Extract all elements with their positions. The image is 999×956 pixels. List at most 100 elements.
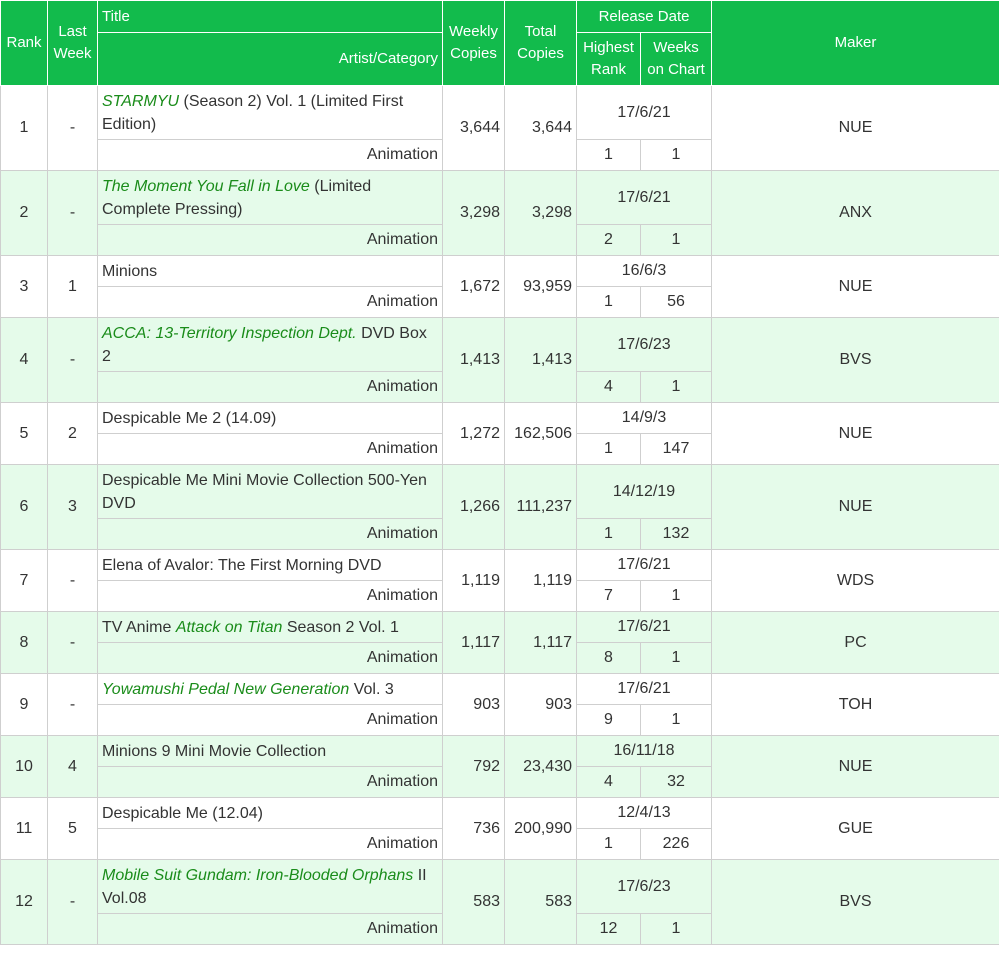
table-row: Animation 2 1 <box>1 224 999 256</box>
category-cell: Animation <box>97 828 443 860</box>
maker-cell: NUE <box>711 85 999 171</box>
release-date-cell: 14/12/19 <box>575 464 713 519</box>
release-date-cell: 17/6/21 <box>575 170 713 225</box>
weeks-cell: 1 <box>639 642 713 674</box>
last-week-cell: 5 <box>47 797 98 860</box>
last-week-cell: - <box>47 549 98 612</box>
weeks-cell: 1 <box>639 580 713 612</box>
highest-rank-cell: 8 <box>576 642 641 674</box>
table-row: 3 1 Minions 1,672 93,959 16/6/3 NUE <box>0 255 999 318</box>
total-cell: 1,117 <box>504 611 577 674</box>
release-date-cell: 16/6/3 <box>575 255 713 287</box>
title-part: Vol. 3 <box>349 680 394 698</box>
title-part: Despicable Me (12.04) <box>102 804 263 822</box>
rank-cell: 5 <box>0 402 48 465</box>
title-cell: TV Anime Attack on Titan Season 2 Vol. 1 <box>97 611 443 643</box>
weekly-cell: 1,413 <box>442 317 505 403</box>
highest-rank-cell: 9 <box>576 704 641 736</box>
weeks-cell: 147 <box>639 433 713 465</box>
category-cell: Animation <box>97 371 443 403</box>
title-part: Despicable Me 2 (14.09) <box>102 409 277 427</box>
rank-cell: 7 <box>0 549 48 612</box>
table-row: 8- TV Anime Attack on Titan Season 2 Vol.… <box>0 611 999 674</box>
category-cell: Animation <box>97 913 443 945</box>
release-date-cell: 16/11/18 <box>575 735 713 767</box>
highest-rank-cell: 1 <box>576 433 641 465</box>
release-date-cell: 17/6/21 <box>575 673 713 705</box>
maker-cell: WDS <box>711 549 999 612</box>
last-week-cell: - <box>47 85 98 171</box>
category-cell: Animation <box>97 224 443 256</box>
title-cell: The Moment You Fall in Love (Limited Com… <box>97 170 443 225</box>
release-date-cell: 17/6/23 <box>575 317 713 372</box>
release-date-cell: 12/4/13 <box>575 797 713 829</box>
last-week-cell: 2 <box>47 402 98 465</box>
maker-cell: NUE <box>711 464 999 550</box>
release-date-cell: 14/9/3 <box>575 402 713 434</box>
weeks-cell: 132 <box>639 518 713 550</box>
highest-rank-cell: 7 <box>576 580 641 612</box>
title-cell: Elena of Avalor: The First Morning DVD <box>97 549 443 581</box>
maker-cell: NUE <box>711 402 999 465</box>
table-row: 11 5 Despicable Me (12.04) 736 200,990 12/4/1… <box>0 797 999 860</box>
weekly-cell: 903 <box>442 673 505 736</box>
title-cell: ACCA: 13-Territory Inspection Dept. DVD … <box>97 317 443 372</box>
table-row: Animation 1 147 <box>1 433 999 465</box>
rank-cell: 11 <box>0 797 48 860</box>
weekly-cell: 792 <box>442 735 505 798</box>
last-week-cell: - <box>47 170 98 256</box>
last-week-cell: 4 <box>47 735 98 798</box>
weekly-cell: 1,117 <box>442 611 505 674</box>
rank-cell: 8 <box>0 611 48 674</box>
maker-cell: TOH <box>711 673 999 736</box>
total-cell: 1,413 <box>504 317 577 403</box>
weeks-cell: 32 <box>639 766 713 798</box>
rank-cell: 4 <box>0 317 48 403</box>
total-cell: 903 <box>504 673 577 736</box>
category-cell: Animation <box>97 518 443 550</box>
maker-cell: GUE <box>711 797 999 860</box>
title-part: (Season 2) Vol. 1 (Limited First Edition… <box>102 92 404 133</box>
weekly-cell: 3,644 <box>442 85 505 171</box>
title-part: Attack on Titan <box>175 618 283 636</box>
header-cell: Artist/Category <box>97 32 443 86</box>
rank-cell: 3 <box>0 255 48 318</box>
release-date-cell: 17/6/21 <box>575 85 713 140</box>
header-cell: Title <box>97 0 443 33</box>
rank-cell: 1 <box>0 85 48 171</box>
total-cell: 200,990 <box>504 797 577 860</box>
table-row: 10 4 Minions 9 Mini Movie Collection 792 23,… <box>0 735 999 798</box>
total-cell: 1,119 <box>504 549 577 612</box>
table-row: Animation 8 1 <box>1 642 999 674</box>
category-cell: Animation <box>97 642 443 674</box>
highest-rank-cell: 1 <box>576 139 641 171</box>
title-cell: Despicable Me 2 (14.09) <box>97 402 443 434</box>
rank-cell: 12 <box>0 859 48 945</box>
title-part: The Moment You Fall in Love <box>102 177 310 195</box>
title-cell: Despicable Me (12.04) <box>97 797 443 829</box>
table-row: Animation 1 1 <box>1 139 999 171</box>
maker-cell: NUE <box>711 735 999 798</box>
table-row: Animation 1 56 <box>1 286 999 318</box>
header-cell: Rank <box>0 0 48 86</box>
title-cell: Mobile Suit Gundam: Iron-Blooded Orphans… <box>97 859 443 914</box>
table-row: 2- The Moment You Fall in Love (Limited C… <box>0 170 999 256</box>
table-row: 7- Elena of Avalor: The First Morning DVD… <box>0 549 999 612</box>
table-row: 5 2 Despicable Me 2 (14.09) 1,272 162,506 14/… <box>0 402 999 465</box>
title-cell: Minions 9 Mini Movie Collection <box>97 735 443 767</box>
title-part: Minions 9 Mini Movie Collection <box>102 742 327 760</box>
highest-rank-cell: 1 <box>576 828 641 860</box>
release-date-cell: 17/6/21 <box>575 549 713 581</box>
weeks-cell: 226 <box>639 828 713 860</box>
last-week-cell: 1 <box>47 255 98 318</box>
weeks-cell: 1 <box>639 139 713 171</box>
rank-cell: 2 <box>0 170 48 256</box>
table-body: 1- STARMYU (Season 2) Vol. 1 (Limited Fir… <box>0 85 999 945</box>
maker-cell: NUE <box>711 255 999 318</box>
highest-rank-cell: 4 <box>576 371 641 403</box>
table-row: Animation 12 1 <box>1 913 999 945</box>
title-part: Elena of Avalor: The First Morning DVD <box>102 556 382 574</box>
